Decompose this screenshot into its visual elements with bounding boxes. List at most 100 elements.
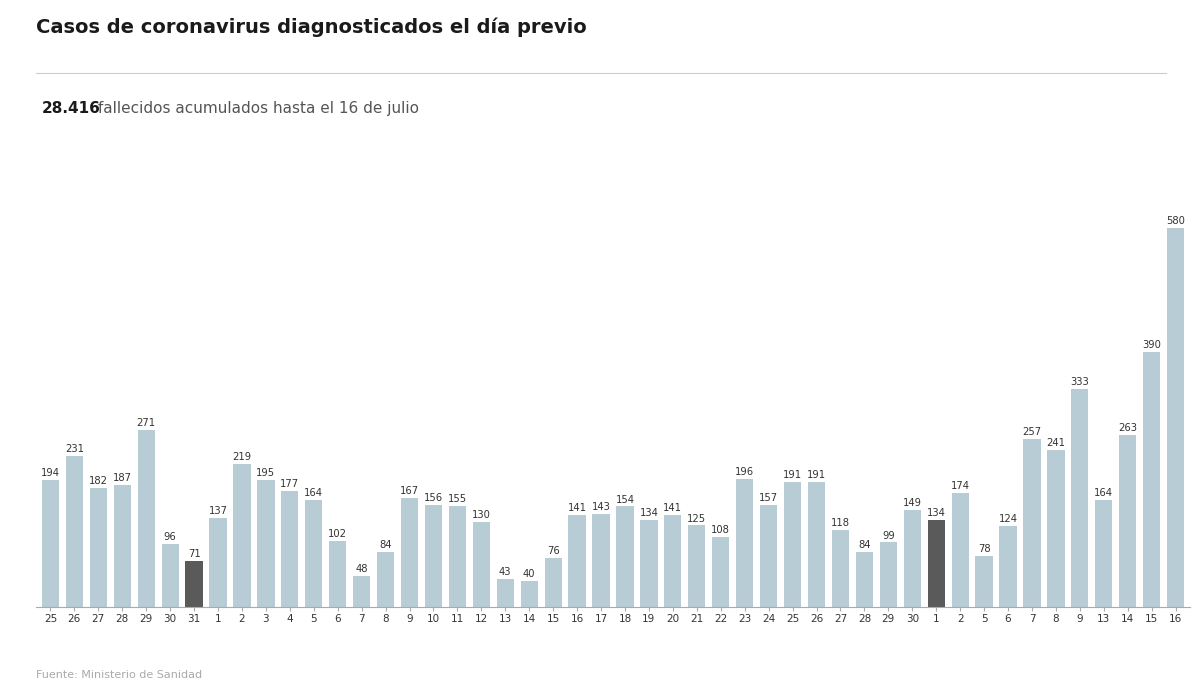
Text: 84: 84 (380, 540, 392, 550)
Text: 231: 231 (65, 444, 84, 454)
Bar (1119, 435, 1136, 607)
Bar (257, 480, 274, 607)
Text: 43: 43 (499, 567, 512, 577)
Text: 155: 155 (448, 494, 466, 504)
Text: 390: 390 (1142, 340, 1161, 350)
Bar (856, 552, 873, 607)
Text: 141: 141 (664, 503, 683, 513)
Bar (808, 482, 825, 607)
Text: 177: 177 (280, 480, 299, 489)
Bar (593, 514, 609, 607)
Text: Casos de coronavirus diagnosticados el día previo: Casos de coronavirus diagnosticados el d… (36, 17, 587, 37)
Text: 157: 157 (760, 493, 778, 503)
Text: 164: 164 (304, 488, 323, 498)
Bar (832, 530, 849, 607)
Text: 134: 134 (927, 507, 946, 518)
Bar (689, 526, 706, 607)
Bar (545, 558, 561, 607)
Bar (472, 522, 490, 607)
Text: 257: 257 (1023, 427, 1042, 437)
Text: 191: 191 (783, 470, 802, 480)
Text: 48: 48 (356, 564, 368, 574)
Bar (904, 510, 921, 607)
Text: 137: 137 (208, 505, 227, 516)
Text: 96: 96 (163, 533, 177, 542)
Bar (424, 505, 442, 607)
Text: 156: 156 (424, 493, 444, 503)
Text: 84: 84 (858, 540, 870, 550)
Bar (377, 552, 394, 607)
Bar (999, 526, 1017, 607)
Bar (448, 506, 466, 607)
Bar (1047, 450, 1065, 607)
Text: 263: 263 (1118, 423, 1137, 433)
Bar (712, 537, 730, 607)
Text: 130: 130 (472, 510, 490, 520)
Text: 182: 182 (89, 476, 108, 487)
Bar (520, 581, 537, 607)
Bar (185, 560, 203, 607)
Text: 99: 99 (882, 530, 894, 540)
Bar (665, 515, 682, 607)
Bar (496, 579, 514, 607)
Bar (137, 430, 155, 607)
Text: 118: 118 (831, 518, 850, 528)
Text: 187: 187 (113, 473, 132, 483)
Text: 195: 195 (256, 468, 275, 477)
Text: 174: 174 (951, 482, 970, 491)
Bar (42, 480, 59, 607)
Text: 134: 134 (639, 507, 659, 518)
Text: 191: 191 (807, 470, 826, 480)
Bar (617, 507, 633, 607)
Text: 124: 124 (999, 514, 1018, 524)
Bar (1143, 352, 1160, 607)
Bar (401, 498, 418, 607)
Bar (928, 519, 945, 607)
Text: 102: 102 (328, 528, 347, 539)
Bar (353, 576, 370, 607)
Text: 333: 333 (1071, 378, 1089, 387)
Bar (329, 540, 346, 607)
Text: 141: 141 (567, 503, 587, 513)
Text: Fuente: Ministerio de Sanidad: Fuente: Ministerio de Sanidad (36, 670, 202, 680)
Bar (209, 518, 227, 607)
Text: 71: 71 (188, 549, 201, 559)
Text: fallecidos acumulados hasta el 16 de julio: fallecidos acumulados hasta el 16 de jul… (93, 101, 418, 116)
Text: 108: 108 (712, 525, 730, 535)
Bar (880, 542, 897, 607)
Bar (976, 556, 993, 607)
Text: 78: 78 (977, 544, 990, 554)
Bar (114, 485, 131, 607)
Text: 580: 580 (1166, 216, 1185, 225)
Text: 196: 196 (736, 467, 754, 477)
Text: 28.416: 28.416 (42, 101, 101, 116)
Text: 194: 194 (41, 468, 60, 478)
Text: 149: 149 (903, 498, 922, 508)
Bar (1095, 500, 1112, 607)
Bar (569, 515, 585, 607)
Bar (952, 493, 969, 607)
Bar (760, 505, 778, 607)
Bar (281, 491, 298, 607)
Bar (641, 519, 657, 607)
Bar (233, 464, 250, 607)
Bar (736, 479, 754, 607)
Bar (784, 482, 802, 607)
Text: 40: 40 (523, 569, 535, 579)
Text: 219: 219 (232, 452, 251, 462)
Bar (90, 488, 107, 607)
Bar (1023, 439, 1041, 607)
Bar (161, 544, 179, 607)
Text: 271: 271 (137, 418, 156, 428)
Bar (66, 456, 83, 607)
Bar (1071, 389, 1089, 607)
Text: 164: 164 (1094, 488, 1113, 498)
Text: 167: 167 (400, 486, 419, 496)
Text: 125: 125 (688, 514, 707, 524)
Text: 76: 76 (547, 546, 560, 556)
Text: 143: 143 (591, 502, 611, 512)
Bar (305, 500, 322, 607)
Bar (1167, 228, 1184, 607)
Text: 154: 154 (615, 494, 635, 505)
Text: 241: 241 (1047, 438, 1065, 447)
